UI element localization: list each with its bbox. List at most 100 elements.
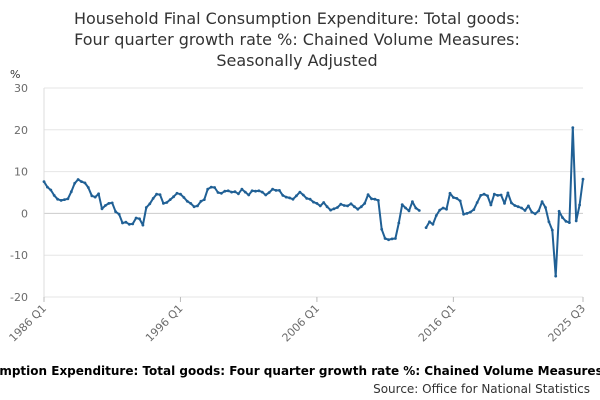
data-point — [257, 189, 261, 193]
data-point — [151, 197, 155, 200]
data-point — [448, 191, 452, 195]
series-line-1 — [43, 178, 420, 241]
data-point — [455, 197, 459, 200]
data-point — [332, 207, 336, 211]
data-point — [247, 193, 251, 197]
y-tick-label: -20 — [10, 291, 28, 304]
data-point — [438, 208, 442, 212]
data-point — [431, 222, 435, 226]
x-tick-label: 1986 Q1 — [7, 302, 50, 345]
data-point — [83, 181, 87, 185]
data-point — [281, 194, 285, 197]
data-point — [356, 207, 360, 211]
data-point — [329, 208, 332, 212]
data-point — [199, 199, 203, 203]
data-point — [260, 190, 264, 194]
data-point — [63, 198, 66, 202]
data-point — [376, 199, 380, 202]
data-point — [557, 209, 561, 213]
data-point — [445, 207, 448, 211]
data-point — [223, 189, 227, 193]
data-point — [66, 197, 70, 201]
data-point — [482, 192, 486, 196]
data-point — [202, 198, 206, 202]
y-tick-label: 0 — [21, 207, 28, 220]
data-point — [73, 181, 77, 185]
data-point — [52, 194, 56, 197]
data-point — [42, 180, 46, 184]
data-point — [168, 198, 172, 202]
data-point — [318, 204, 322, 208]
data-point — [550, 228, 554, 232]
data-point — [114, 210, 117, 214]
chart-title-line-3: Seasonally Adjusted — [216, 51, 377, 70]
x-tick-label: 2025 Q3 — [546, 302, 589, 345]
data-point — [185, 199, 189, 203]
data-point — [411, 200, 414, 204]
data-point — [564, 219, 568, 223]
data-point — [554, 274, 558, 278]
data-point — [124, 220, 128, 224]
data-point — [141, 223, 145, 227]
data-point — [312, 200, 315, 204]
data-point — [295, 194, 298, 198]
data-point — [561, 216, 564, 220]
data-point — [46, 185, 49, 189]
data-point — [489, 203, 493, 207]
data-point — [366, 193, 370, 197]
data-point — [264, 193, 268, 197]
data-point — [506, 191, 510, 195]
data-point — [503, 202, 506, 205]
data-point — [59, 199, 63, 202]
y-axis-unit-label: % — [10, 68, 20, 81]
data-point — [537, 209, 541, 213]
data-point — [298, 190, 302, 194]
data-point — [479, 194, 483, 197]
chart-title-line-1: Household Final Consumption Expenditure:… — [74, 9, 520, 28]
data-point — [97, 192, 100, 196]
data-point — [458, 199, 462, 203]
chart-title: Household Final Consumption Expenditure:… — [74, 9, 520, 70]
data-point — [520, 206, 523, 210]
data-point — [578, 203, 581, 207]
data-point — [305, 197, 309, 200]
x-axis-ticks: 1986 Q1 1996 Q1 2006 Q1 2016 Q1 2025 Q3 — [7, 297, 589, 345]
data-point — [56, 197, 59, 201]
data-point — [175, 191, 179, 195]
y-axis-ticks: -20 -10 0 10 20 30 — [10, 82, 28, 304]
data-point — [516, 205, 520, 209]
data-point — [158, 193, 162, 197]
data-point — [342, 204, 346, 207]
data-point — [69, 190, 73, 194]
data-point — [131, 222, 135, 226]
data-point — [469, 210, 472, 214]
data-point — [90, 194, 94, 198]
data-point — [134, 216, 138, 220]
data-point — [284, 195, 288, 199]
data-point — [86, 186, 90, 189]
data-point — [192, 205, 196, 209]
data-point — [148, 202, 152, 206]
data-point — [486, 194, 489, 198]
data-point — [434, 214, 438, 217]
data-point — [527, 204, 530, 208]
data-point — [121, 221, 124, 225]
data-point — [80, 180, 83, 184]
data-point — [104, 204, 107, 207]
data-point — [110, 201, 114, 205]
data-point — [291, 197, 295, 201]
data-point — [544, 206, 547, 209]
data-point — [107, 202, 111, 205]
data-point — [196, 204, 199, 208]
data-point — [274, 189, 278, 192]
data-point — [513, 204, 517, 207]
data-point — [127, 222, 131, 226]
data-point — [278, 189, 281, 192]
data-point — [233, 190, 237, 194]
data-point — [93, 195, 97, 199]
data-point — [216, 191, 220, 194]
data-point — [465, 212, 469, 215]
y-tick-label: 10 — [14, 166, 28, 179]
data-point — [383, 237, 387, 240]
data-point — [349, 202, 353, 206]
